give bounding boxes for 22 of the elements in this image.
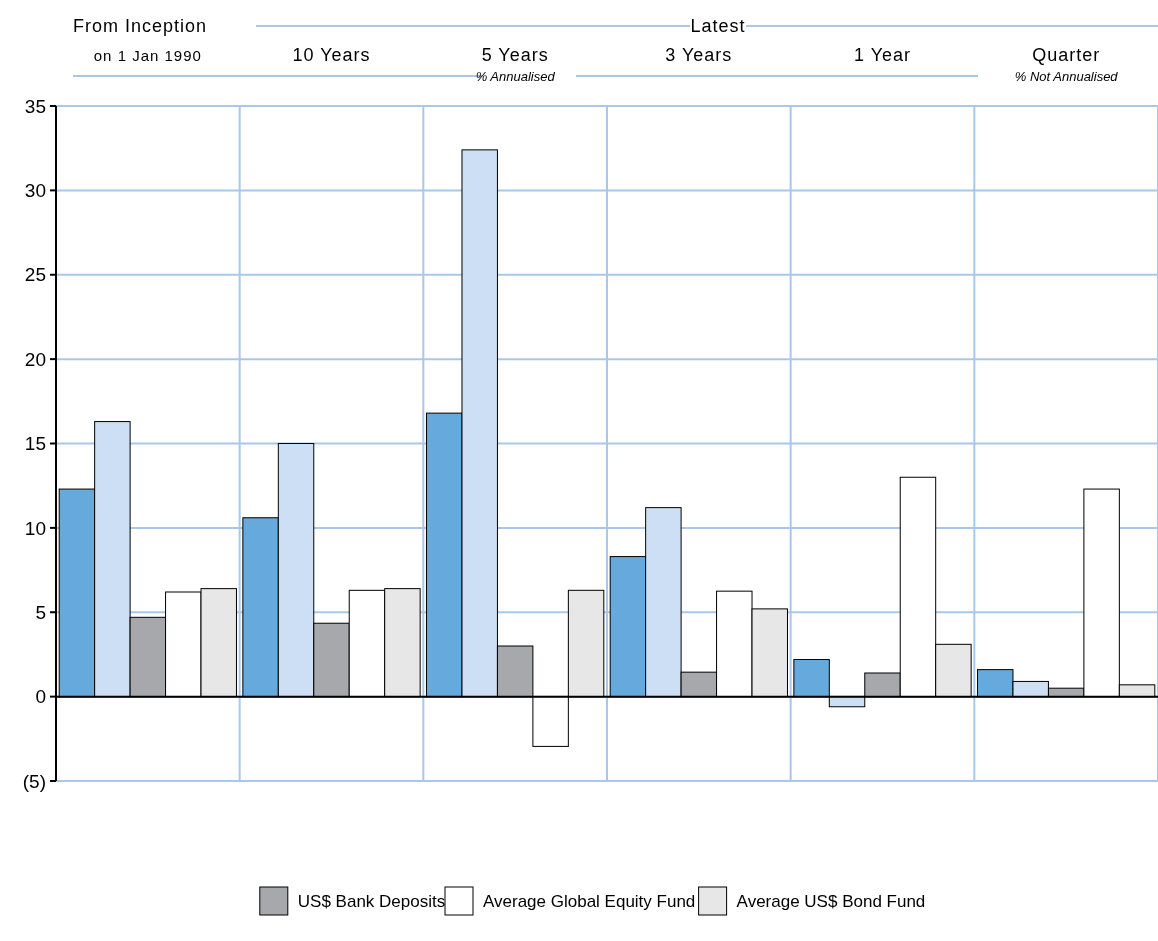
y-tick-label: 20 — [24, 348, 46, 370]
legend-label: Average Global Equity Fund — [483, 891, 696, 911]
y-tick-label: 15 — [24, 433, 46, 455]
text: From Inception — [73, 16, 208, 36]
x-tick-label: 1 Year — [853, 45, 912, 65]
text: Latest — [690, 16, 746, 36]
legend-label: Average US$ Bond Fund — [736, 891, 926, 911]
y-tick-label: 25 — [24, 264, 46, 286]
x-tick-label: 3 Years — [665, 45, 733, 65]
x-tick-label: 5 Years — [481, 45, 549, 65]
y-tick-label: 10 — [24, 517, 46, 539]
text: % Not Annualised — [1014, 69, 1119, 84]
y-tick-label: 5 — [35, 601, 46, 623]
y-tick-label: 0 — [35, 686, 46, 708]
y-tick-label: 35 — [24, 95, 46, 117]
x-tick-label: Quarter — [1032, 45, 1101, 65]
x-tick-label: on 1 Jan 1990 — [93, 47, 202, 64]
y-tick-label: 30 — [24, 180, 46, 202]
text: % Annualised — [475, 69, 556, 84]
legend-label: US$ Bank Deposits — [297, 891, 446, 911]
y-tick-label: (5) — [22, 770, 46, 792]
x-tick-label: 10 Years — [292, 45, 371, 65]
